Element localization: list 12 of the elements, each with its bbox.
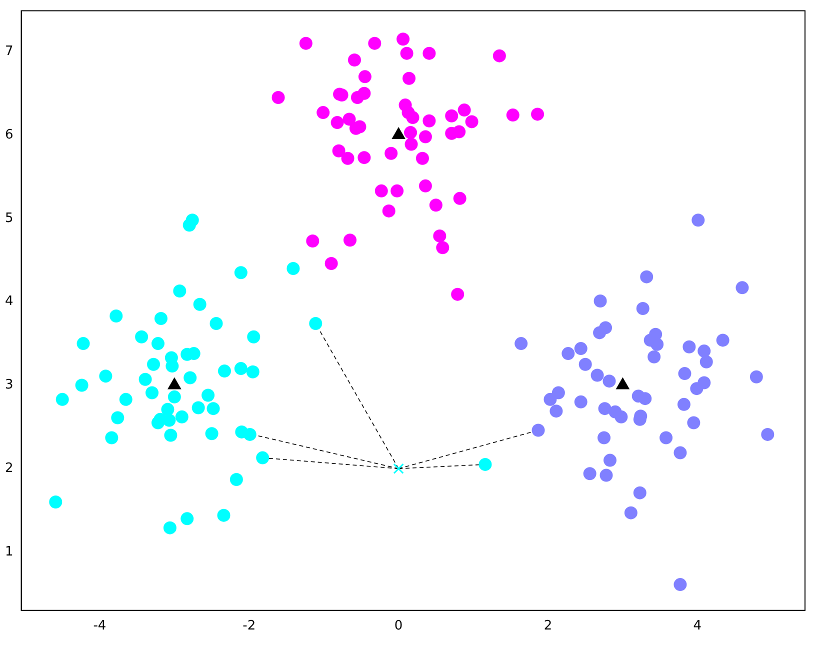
y-tick-label: 6 bbox=[4, 127, 14, 142]
y-tick-label: 5 bbox=[4, 210, 14, 226]
x-tick-label: -2 bbox=[242, 618, 256, 634]
x-tick-label: 0 bbox=[394, 618, 403, 634]
y-tick-label: 3 bbox=[4, 378, 14, 393]
y-tick-label: 2 bbox=[4, 461, 14, 476]
x-tick-label: -4 bbox=[93, 618, 106, 634]
y-tick-label: 1 bbox=[4, 544, 14, 560]
x-tick-label: 4 bbox=[693, 618, 702, 634]
y-tick-label: 7 bbox=[4, 44, 14, 60]
x-tick-label: 2 bbox=[544, 618, 552, 634]
y-tick-label: 4 bbox=[4, 294, 14, 310]
